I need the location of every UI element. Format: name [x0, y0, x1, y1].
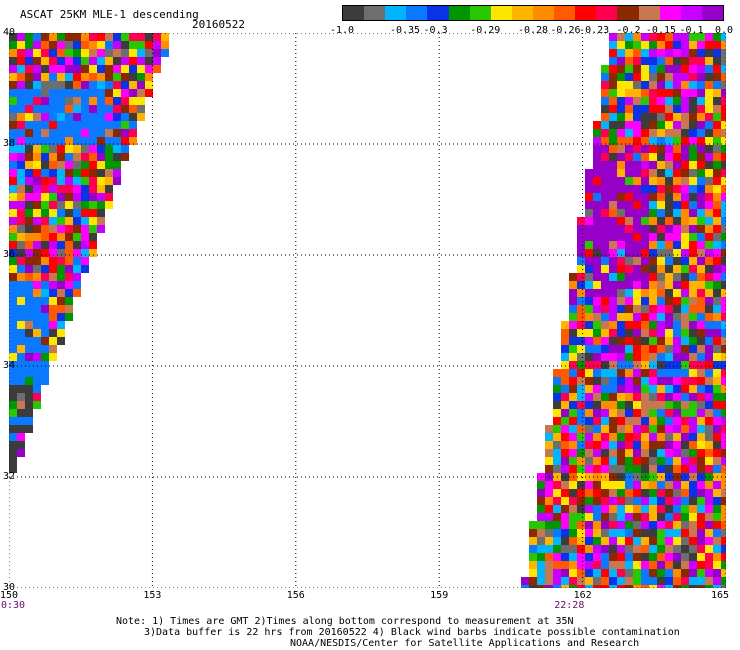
- colorbar-segment: [701, 6, 723, 20]
- colorbar-segment: [532, 6, 555, 20]
- colorbar-label: -1.0: [329, 25, 355, 36]
- lon-tick-label: 150: [0, 590, 19, 601]
- colorbar-segment: [490, 6, 512, 20]
- colorbar-label: -0.26: [550, 25, 581, 36]
- colorbar-segment: [385, 6, 407, 20]
- note-line-3: NOAA/NESDIS/Center for Satellite Applica…: [290, 638, 640, 649]
- colorbar-segment: [364, 6, 386, 20]
- colorbar-label: -0.23: [579, 25, 610, 36]
- lon-tick-label: 153: [143, 590, 162, 601]
- colorbar-segment: [554, 6, 576, 20]
- time-label: 22:28: [554, 600, 585, 611]
- time-label: 0:30: [1, 600, 26, 611]
- lon-tick-label: 162: [573, 590, 592, 601]
- note-line-2: 3)Data buffer is 22 hrs from 20160522 4)…: [144, 627, 680, 638]
- lat-tick-label: 34: [3, 360, 16, 371]
- lat-tick-label: 40: [3, 27, 16, 38]
- colorbar-segment: [343, 6, 365, 20]
- colorbar-segment: [596, 6, 618, 20]
- colorbar-segment: [406, 6, 428, 20]
- colorbar-label: -0.1: [679, 25, 704, 36]
- colorbar-label: -0.28: [517, 25, 549, 36]
- colorbar-label: -0.3: [423, 25, 448, 36]
- colorbar-segment: [680, 6, 702, 20]
- colorbar-segment: [511, 6, 533, 20]
- lon-tick-label: 159: [430, 590, 449, 601]
- colorbar-segment: [575, 6, 597, 20]
- colorbar-label: -0.15: [645, 25, 677, 36]
- colorbar-segment: [638, 6, 660, 20]
- scatterometer-map: [9, 33, 726, 588]
- colorbar-label: -0.2: [616, 25, 641, 36]
- lat-tick-label: 30: [3, 582, 16, 593]
- colorbar-segment: [448, 6, 470, 20]
- colorbar-label: -0.29: [470, 25, 501, 36]
- lon-tick-label: 156: [286, 590, 305, 601]
- colorbar-segment: [659, 6, 681, 20]
- colorbar-label: -0.35: [389, 25, 421, 36]
- lat-tick-label: 32: [3, 471, 16, 482]
- map-title: ASCAT 25KM MLE-1 descending: [20, 8, 199, 21]
- colorbar-segment: [617, 6, 639, 20]
- note-line-1: Note: 1) Times are GMT 2)Times along bot…: [116, 616, 574, 627]
- colorbar-segment: [427, 6, 449, 20]
- lon-tick-label: 165: [710, 590, 730, 601]
- lat-tick-label: 38: [3, 138, 16, 149]
- map-date: 20160522: [192, 18, 245, 31]
- swath-cells: [9, 33, 726, 588]
- colorbar: [342, 5, 724, 21]
- colorbar-label: 0.0: [714, 25, 734, 36]
- lat-tick-label: 36: [3, 249, 16, 260]
- colorbar-segment: [469, 6, 491, 20]
